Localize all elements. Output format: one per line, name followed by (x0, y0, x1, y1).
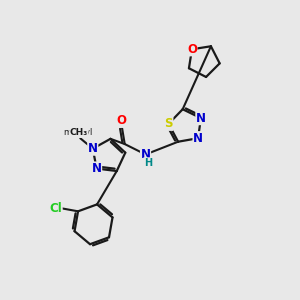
Text: O: O (117, 114, 127, 128)
Text: N: N (193, 132, 203, 145)
Text: O: O (187, 43, 197, 56)
Text: CH₃: CH₃ (70, 128, 88, 137)
Text: N: N (92, 162, 102, 175)
Text: N: N (88, 142, 98, 155)
Text: Cl: Cl (50, 202, 62, 215)
Text: N: N (140, 148, 151, 161)
Text: N: N (196, 112, 206, 124)
Text: H: H (144, 158, 152, 168)
Text: methyl: methyl (63, 128, 93, 137)
Text: S: S (164, 117, 173, 130)
